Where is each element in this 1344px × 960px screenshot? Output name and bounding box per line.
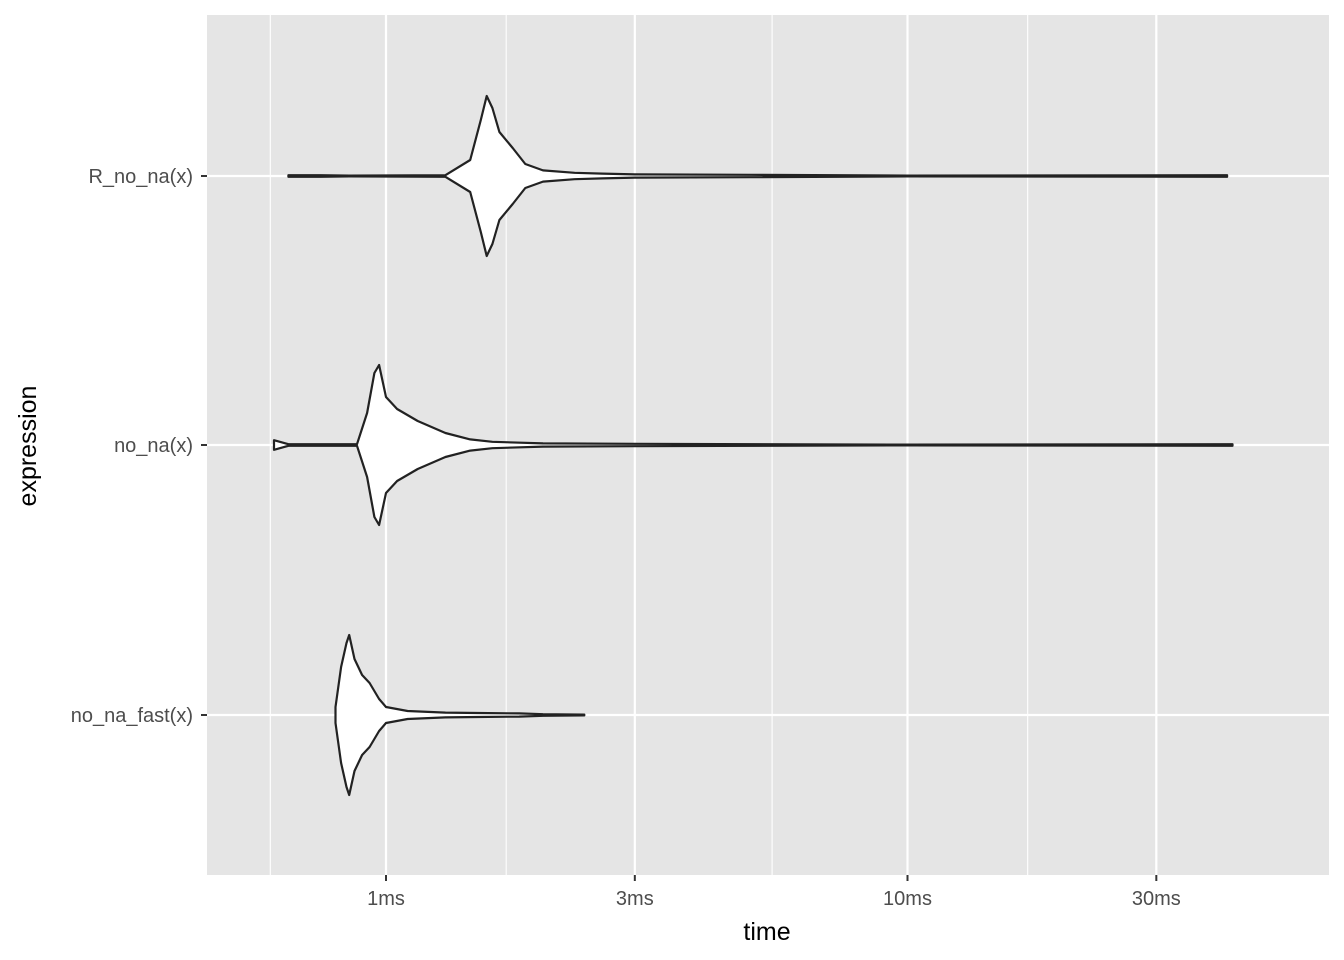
violin-1 <box>272 363 1234 527</box>
x-tick-label-0: 1ms <box>367 888 405 910</box>
y-tick-label-1: no_na(x) <box>114 435 193 457</box>
violins <box>272 94 1234 797</box>
x-axis-title: time <box>743 918 790 946</box>
y-tick-label-2: no_na_fast(x) <box>71 705 193 727</box>
violin-2 <box>334 633 586 797</box>
x-axis: 1ms 3ms 10ms 30ms <box>367 875 1181 910</box>
y-axis: R_no_na(x) no_na(x) no_na_fast(x) <box>71 166 207 727</box>
x-tick-label-1: 3ms <box>616 888 654 910</box>
violin-0 <box>287 94 1229 258</box>
x-tick-label-2: 10ms <box>883 888 932 910</box>
y-axis-title: expression <box>14 386 42 507</box>
x-tick-label-3: 30ms <box>1132 888 1181 910</box>
y-tick-label-0: R_no_na(x) <box>88 166 193 188</box>
